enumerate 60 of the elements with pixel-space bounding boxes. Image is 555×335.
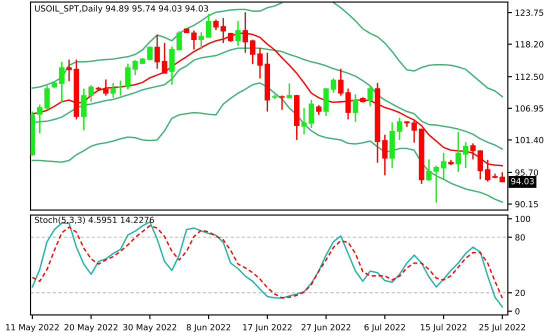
x-tick-label: 25 Jul 2022: [479, 324, 526, 332]
annotation: 94.03: [511, 178, 534, 184]
candlestick: [382, 134, 388, 176]
y-tick-label: 80: [515, 234, 525, 241]
x-tick-label: 17 Jun 2022: [243, 324, 292, 332]
candlestick: [440, 152, 446, 180]
candlestick: [81, 88, 86, 131]
line-series: [32, 82, 504, 203]
candlestick: [412, 118, 417, 144]
candlestick: [345, 88, 351, 120]
y-tick-label: 90.15: [515, 201, 538, 208]
candlestick: [44, 85, 50, 110]
y-tick-label: 112.50: [516, 74, 544, 80]
candlestick: [426, 158, 432, 182]
chart-title: USOIL_SPT,Daily 94.89 95.74 94.03 94.03: [35, 5, 208, 14]
y-tick-label: 95.70: [515, 169, 538, 176]
candlestick: [176, 30, 182, 51]
candlestick: [154, 34, 160, 70]
x-tick-label: 15 Jul 2022: [420, 324, 466, 332]
y-tick-label: 101.40: [516, 136, 544, 144]
x-tick-label: 6 Jul 2022: [364, 324, 405, 332]
candlestick: [462, 142, 468, 169]
candlestick: [206, 13, 212, 38]
candlestick: [338, 68, 344, 96]
candlestick: [132, 59, 138, 76]
candlestick: [434, 164, 439, 204]
candlestick: [198, 32, 204, 50]
x-tick-label: 27 Jun 2022: [302, 324, 350, 332]
candlestick: [103, 78, 108, 96]
y-tick-label: 123.75: [516, 10, 544, 16]
candlestick: [125, 62, 131, 90]
chart-title: Stoch(5,3,3) 4.5951 14.2276: [34, 216, 154, 224]
x-tick-label: 30 May 2022: [123, 324, 176, 332]
candlestick: [352, 94, 358, 122]
candlestick: [235, 20, 241, 47]
y-tick-label: 0: [515, 308, 520, 314]
candlestick: [470, 142, 476, 160]
x-tick-label: 11 May 2022: [6, 324, 59, 332]
x-tick-label: 8 Jun 2022: [186, 324, 230, 332]
candlestick: [59, 61, 64, 104]
candlestick: [162, 42, 168, 74]
y-tick-label: 100: [516, 216, 530, 222]
candlestick: [316, 104, 322, 116]
candlestick: [250, 38, 256, 65]
y-tick-label: 106.95: [516, 105, 544, 112]
y-tick-label: 118.20: [516, 41, 544, 48]
x-tick-label: 20 May 2022: [64, 324, 118, 332]
candlestick: [37, 104, 42, 134]
candlestick: [286, 82, 292, 100]
candlestick: [367, 86, 373, 108]
candlestick: [257, 47, 263, 80]
candlestick: [456, 131, 461, 173]
candlestick: [118, 80, 124, 96]
candlestick: [88, 84, 94, 102]
candlestick: [213, 18, 219, 31]
y-tick-label: 20: [515, 290, 525, 296]
candlestick: [500, 172, 506, 183]
candlestick: [169, 46, 175, 86]
candlestick: [110, 82, 116, 98]
candlestick: [396, 117, 402, 141]
